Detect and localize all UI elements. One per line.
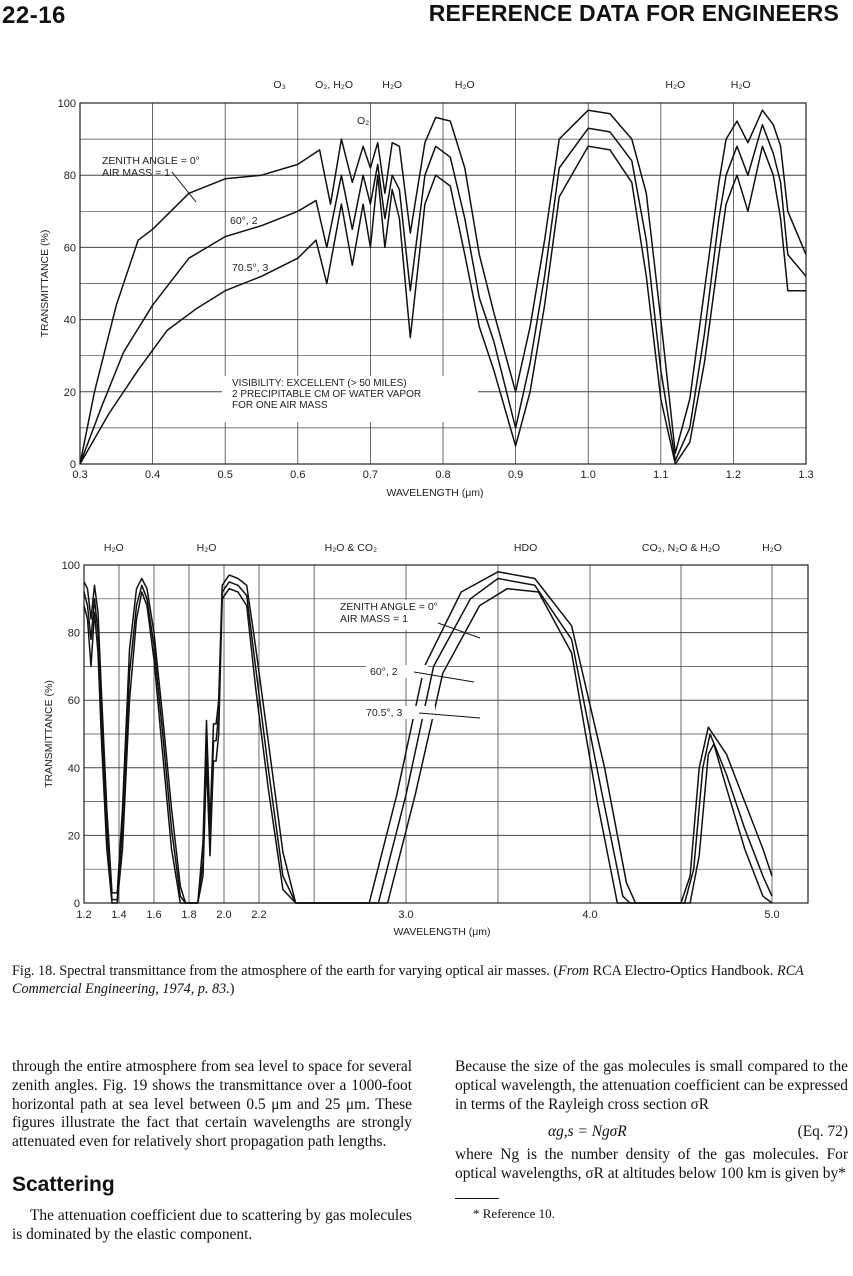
curve-label-60: 60°, 2 (230, 215, 258, 227)
y-tick-label: 40 (68, 763, 80, 775)
page-number: 22-16 (2, 2, 66, 29)
band-label: O₂ (357, 115, 369, 127)
y-axis-label: TRANSMITTANCE (%) (43, 680, 55, 788)
absorber-label: CO₂, N₂O & H₂O (642, 542, 720, 554)
caption-text: Fig. 18. Spectral transmittance from the… (12, 963, 559, 979)
absorber-label: H₂O (762, 542, 782, 554)
absorber-label: O₃ (273, 79, 285, 91)
absorber-label: H₂O (382, 79, 402, 91)
footnote: * Reference 10. (473, 1205, 555, 1221)
x-tick-label: 0.3 (72, 469, 87, 481)
equation-72: αg,s = NgσR (548, 1123, 627, 1141)
y-tick-label: 80 (64, 170, 76, 182)
y-tick-label: 0 (70, 459, 76, 471)
leader-line (418, 712, 481, 719)
curve-label-zenith: ZENITH ANGLE = 0° (102, 155, 200, 167)
note-box (222, 376, 478, 422)
x-tick-label: 3.0 (398, 909, 413, 921)
x-axis-label: WAVELENGTH (μm) (386, 487, 483, 499)
y-tick-label: 80 (68, 628, 80, 640)
right-paragraph: Because the size of the gas molecules is… (455, 1058, 848, 1113)
y-tick-label: 60 (68, 695, 80, 707)
curve-label-60: 60°, 2 (370, 666, 398, 678)
curve-label-70: 70.5°, 3 (366, 707, 402, 719)
running-header: REFERENCE DATA FOR ENGINEERS (428, 0, 839, 26)
y-tick-label: 0 (74, 898, 80, 910)
x-tick-label: 1.2 (726, 469, 741, 481)
x-tick-label: 1.2 (76, 909, 91, 921)
y-tick-label: 40 (64, 315, 76, 327)
label-box (326, 600, 440, 630)
figure-caption: Fig. 18. Spectral transmittance from the… (12, 962, 848, 998)
y-tick-label: 100 (58, 98, 76, 110)
visibility-note: FOR ONE AIR MASS (232, 400, 328, 411)
absorber-label: HDO (514, 542, 537, 554)
absorber-label: H₂O (731, 79, 751, 91)
section-heading-scattering: Scattering (12, 1172, 115, 1196)
equation-line: αg,s = NgσR (Eq. 72) (455, 1120, 848, 1146)
absorber-label: O₂, H₂O (315, 79, 353, 91)
transmittance-chart-infrared: 0 20 40 60 80 100 1.2 1.4 1.6 1.8 2.0 2.2 3.0 4.0 5.0 W… (43, 542, 809, 938)
y-axis-label: TRANSMITTANCE (%) (39, 230, 51, 338)
visibility-note: 2 PRECIPITABLE CM OF WATER VAPOR (232, 389, 421, 400)
series-line (83, 587, 773, 904)
x-tick-label: 0.7 (363, 469, 378, 481)
plot-frame (79, 102, 807, 465)
curve-label-zenith: ZENITH ANGLE = 0° (340, 601, 438, 613)
definition-paragraph: where Ng is the number density of the ga… (455, 1146, 848, 1183)
plot-frame (83, 564, 809, 904)
absorber-label: H₂O (104, 542, 124, 554)
x-tick-label: 1.4 (111, 909, 126, 921)
x-tick-label: 1.0 (581, 469, 596, 481)
label-box (363, 706, 435, 719)
x-tick-label: 1.3 (798, 469, 813, 481)
x-tick-label: 0.8 (435, 469, 450, 481)
scattering-paragraph: The attenuation coefficient due to scatt… (12, 1206, 412, 1243)
curve-label-airmass: AIR MASS = 1 (102, 167, 170, 179)
caption-close: ) (229, 981, 235, 997)
x-tick-label: 0.5 (218, 469, 233, 481)
visibility-note: VISIBILITY: EXCELLENT (> 50 MILES) (232, 378, 407, 389)
x-axis-label: WAVELENGTH (μm) (393, 926, 490, 938)
right-column: Because the size of the gas molecules is… (455, 1058, 848, 1224)
absorber-label: H₂O (197, 542, 217, 554)
x-tick-label: 0.9 (508, 469, 523, 481)
label-box (366, 665, 428, 678)
x-tick-label: 2.2 (251, 909, 266, 921)
x-tick-label: 2.0 (216, 909, 231, 921)
x-tick-label: 1.6 (146, 909, 161, 921)
leader-line (171, 171, 197, 203)
curve-label-airmass: AIR MASS = 1 (340, 613, 408, 625)
equation-number: (Eq. 72) (797, 1123, 848, 1141)
absorber-label: H₂O (665, 79, 685, 91)
x-tick-label: 0.4 (145, 469, 160, 481)
left-paragraph: through the entire atmosphere from sea l… (12, 1058, 412, 1151)
y-tick-label: 20 (68, 830, 80, 842)
leader-line (437, 622, 481, 639)
caption-from: From (558, 963, 590, 979)
y-tick-label: 20 (64, 387, 76, 399)
y-tick-label: 100 (62, 560, 80, 572)
y-tick-label: 60 (64, 242, 76, 254)
caption-source: RCA Commercial Engineering, 1974, p. 83. (12, 963, 804, 997)
x-tick-label: 4.0 (582, 909, 597, 921)
x-tick-label: 1.8 (181, 909, 196, 921)
caption-handbook: RCA Electro-Optics Handbook. (589, 963, 778, 979)
leader-line (413, 671, 475, 683)
x-tick-label: 0.6 (290, 469, 305, 481)
left-column: through the entire atmosphere from sea l… (12, 1058, 412, 1244)
x-tick-label: 1.1 (653, 469, 668, 481)
curve-label-70: 70.5°, 3 (232, 262, 268, 274)
x-tick-label: 5.0 (764, 909, 779, 921)
footnote-rule (455, 1197, 499, 1199)
absorber-label: H₂O & CO₂ (325, 542, 378, 554)
series-line (79, 145, 806, 465)
transmittance-chart-visible: 0 20 40 60 80 100 0.3 0.4 0.5 0.6 0.7 0.8 0.9 1.0 1.1 1… (39, 79, 814, 499)
series-line (79, 123, 807, 465)
series-line (79, 109, 807, 465)
absorber-label: H₂O (455, 79, 475, 91)
